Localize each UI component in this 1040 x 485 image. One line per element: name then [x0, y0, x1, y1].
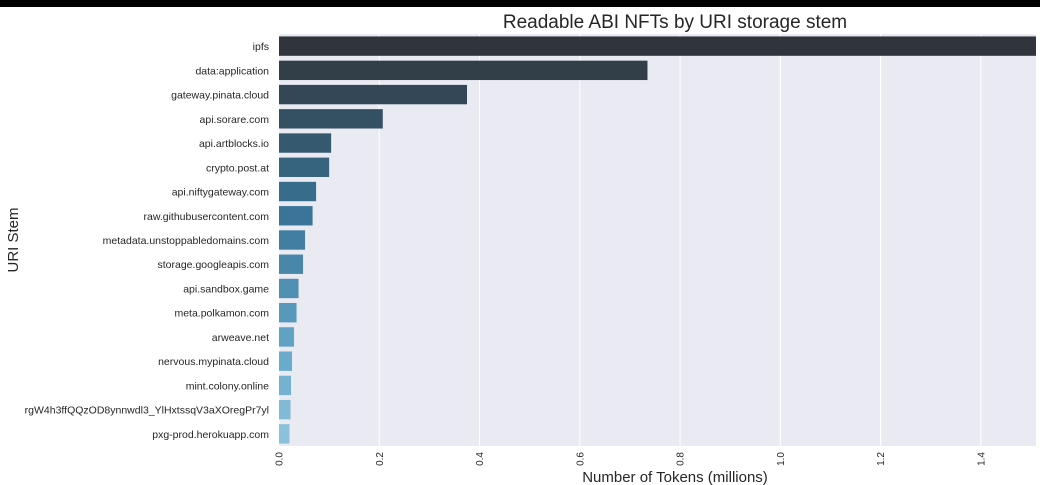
bar [279, 206, 313, 226]
bar [279, 375, 292, 396]
y-tick-label: mint.colony.online [186, 380, 269, 392]
y-tick-label: api.sorare.com [200, 114, 270, 126]
y-tick-label: metadata.unstoppabledomains.com [103, 235, 270, 247]
y-axis-label: URI Stem [5, 207, 22, 272]
bar [279, 230, 306, 250]
bar [279, 303, 297, 323]
y-tick-label: rgW4h3ffQQzOD8ynnwdl3_YlHxtssqV3aXOregPr… [25, 405, 269, 417]
y-tick-label: meta.polkamon.com [174, 308, 269, 320]
bar [279, 60, 648, 81]
bar [279, 84, 467, 105]
x-tick-label: 0.0 [275, 452, 286, 466]
y-tick-label: api.niftygateway.com [172, 187, 270, 199]
y-tick-label: pxg-prod.herokuapp.com [152, 429, 269, 441]
x-tick-label: 0.2 [375, 452, 386, 466]
bar [279, 133, 332, 153]
y-tick-label: data:application [195, 65, 269, 77]
window-top-bar [0, 0, 1040, 7]
y-tick-label: storage.googleapis.com [158, 259, 270, 271]
x-tick-label: 0.6 [575, 452, 586, 466]
bar [279, 181, 317, 202]
x-tick-label: 0.4 [475, 452, 486, 466]
bar [279, 36, 1036, 56]
bar [279, 278, 299, 299]
x-tick-label: 1.4 [976, 452, 987, 466]
bar [279, 254, 304, 274]
bars [279, 36, 1036, 444]
y-tick-label: nervous.mypinata.cloud [158, 356, 269, 368]
y-tick-label: raw.githubusercontent.com [144, 211, 270, 223]
y-tick-label: api.sandbox.game [183, 283, 269, 295]
bar [279, 327, 295, 347]
chart-title: Readable ABI NFTs by URI storage stem [503, 12, 847, 33]
y-tick-label: crypto.post.at [206, 162, 269, 174]
y-tick-labels: ipfs data:application gateway.pinata.cloud… [25, 41, 270, 441]
bar [279, 351, 293, 371]
x-axis-label: Number of Tokens (millions) [582, 469, 768, 485]
bar [279, 399, 291, 420]
bar [279, 424, 290, 444]
x-tick-label: 0.8 [676, 452, 687, 466]
y-tick-label: gateway.pinata.cloud [171, 90, 269, 102]
bar [279, 157, 330, 177]
x-tick-label: 1.0 [776, 452, 787, 466]
y-tick-label: arweave.net [212, 332, 269, 344]
x-tick-label: 1.2 [876, 452, 887, 466]
y-tick-label: api.artblocks.io [199, 138, 269, 150]
x-tick-labels: 0.0 0.2 0.4 0.6 0.8 1.0 1.2 1.4 [275, 452, 988, 466]
y-tick-label: ipfs [253, 41, 269, 53]
bar [279, 109, 383, 129]
